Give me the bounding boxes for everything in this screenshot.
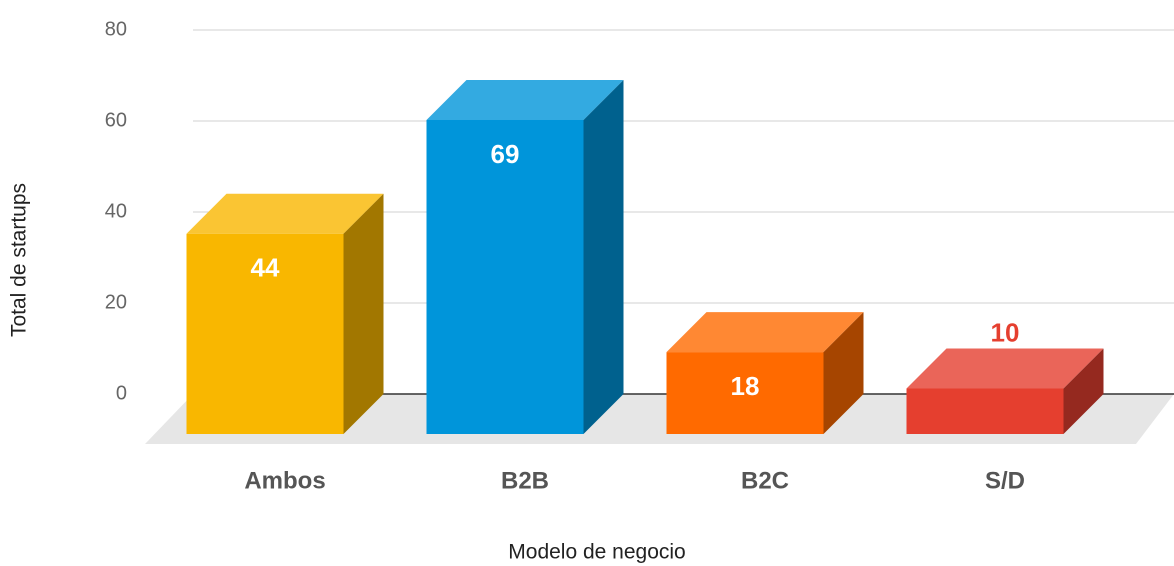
bar-side bbox=[1063, 348, 1104, 434]
y-axis-title: Total de startups bbox=[8, 183, 31, 337]
value-label: 44 bbox=[251, 253, 280, 283]
bar bbox=[666, 312, 864, 434]
bar-top bbox=[906, 348, 1104, 389]
x-tick-label: Ambos bbox=[244, 467, 325, 494]
bar-side bbox=[343, 193, 384, 434]
y-tick-label: 0 bbox=[116, 382, 127, 404]
bar bbox=[906, 348, 1104, 434]
x-tick-label: B2C bbox=[741, 467, 789, 494]
y-tick-label: 20 bbox=[105, 291, 127, 313]
y-tick-label: 80 bbox=[105, 18, 127, 40]
value-label: 10 bbox=[991, 317, 1020, 347]
bar-top bbox=[426, 80, 624, 121]
bar-top bbox=[186, 193, 384, 234]
y-tick-label: 40 bbox=[105, 200, 127, 222]
bar-top bbox=[666, 312, 864, 353]
bar-front bbox=[666, 352, 824, 434]
x-axis-title: Modelo de negocio bbox=[508, 541, 685, 564]
value-label: 18 bbox=[731, 371, 760, 401]
x-tick-label: B2B bbox=[501, 467, 549, 494]
bar-front bbox=[906, 388, 1064, 434]
bar-front bbox=[186, 233, 344, 434]
value-label: 69 bbox=[491, 139, 520, 169]
bar-side bbox=[583, 80, 624, 435]
bar-front bbox=[426, 120, 584, 435]
y-tick-label: 60 bbox=[105, 109, 127, 131]
bar bbox=[426, 80, 624, 435]
x-tick-label: S/D bbox=[985, 467, 1025, 494]
bar bbox=[186, 193, 384, 434]
bar-side bbox=[823, 312, 864, 434]
